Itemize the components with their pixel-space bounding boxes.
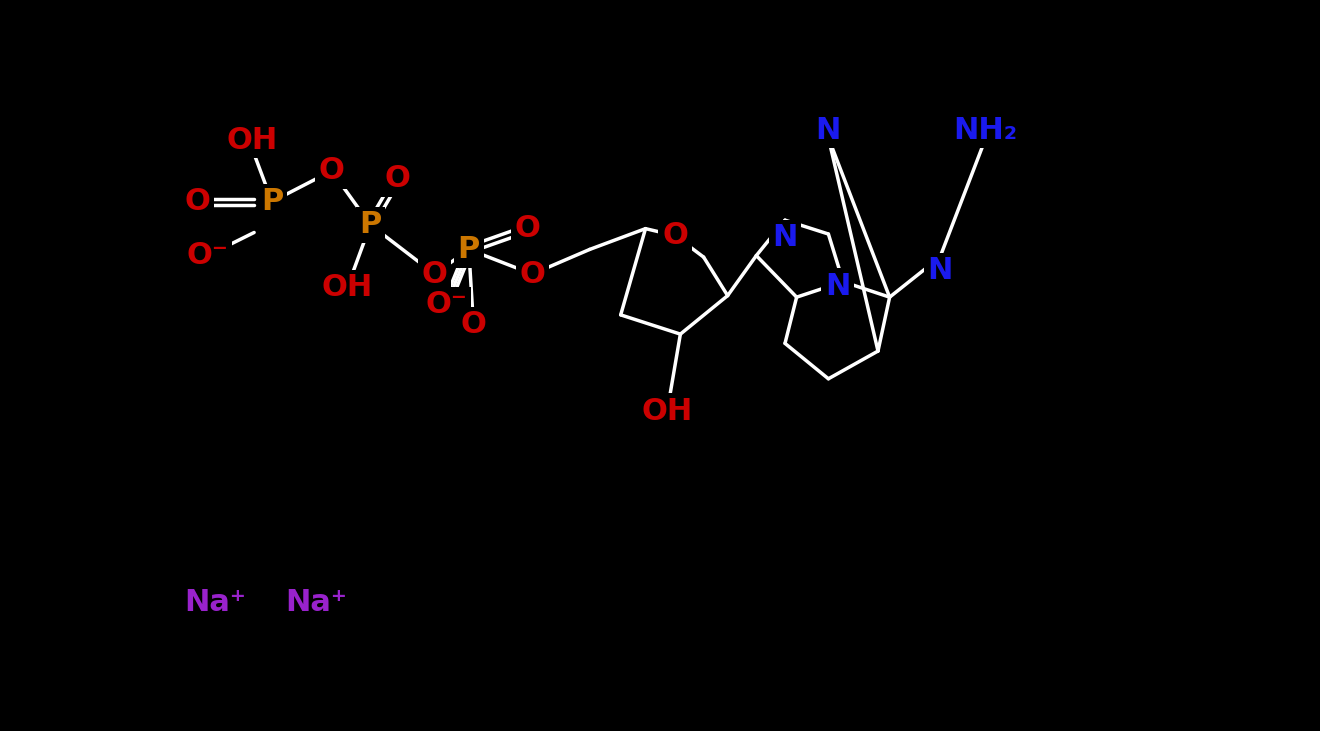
- Text: O⁻: O⁻: [186, 241, 228, 270]
- Text: OH: OH: [322, 273, 372, 303]
- Text: O: O: [422, 260, 447, 289]
- Text: O: O: [515, 214, 541, 243]
- Text: P: P: [458, 235, 480, 264]
- Text: O: O: [519, 260, 545, 289]
- Text: O: O: [185, 187, 210, 216]
- Text: OH: OH: [226, 126, 277, 154]
- Text: O⁻: O⁻: [425, 290, 467, 319]
- Text: O: O: [461, 311, 486, 339]
- Text: N: N: [816, 115, 841, 145]
- Text: P: P: [359, 211, 381, 239]
- Text: O: O: [384, 164, 411, 193]
- Text: N: N: [825, 272, 850, 301]
- Text: Na⁺: Na⁺: [285, 588, 347, 616]
- Text: NH₂: NH₂: [953, 115, 1016, 145]
- Text: O: O: [663, 221, 688, 250]
- Text: Na⁺: Na⁺: [185, 588, 247, 616]
- Text: OH: OH: [642, 397, 693, 425]
- Text: O: O: [318, 156, 345, 186]
- Text: P: P: [261, 187, 282, 216]
- Text: N: N: [928, 257, 953, 286]
- Text: N: N: [772, 224, 797, 252]
